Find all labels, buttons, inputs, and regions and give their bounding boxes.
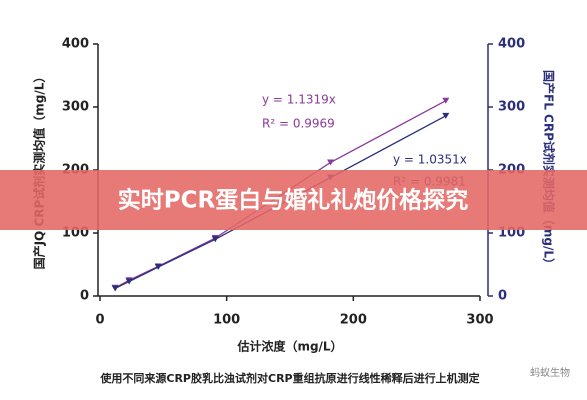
x-axis-label: 估计浓度（mg/L） [236, 339, 342, 354]
x-tick-label: 0 [95, 313, 104, 328]
x-tick-label: 300 [466, 313, 493, 328]
banner-bg [0, 170, 587, 230]
data-point [154, 264, 162, 271]
annotation: y = 1.0351x [393, 153, 467, 167]
y-tick-label: 300 [62, 100, 89, 115]
data-point [327, 159, 335, 166]
annotation: R² = 0.9969 [262, 117, 335, 131]
x-tick-label: 100 [213, 313, 240, 328]
series-line [114, 100, 447, 289]
y-tick-label: 400 [62, 37, 89, 52]
y-tick-label: 0 [80, 289, 89, 304]
watermark: 蚂蚁生物 [530, 366, 570, 379]
y2-tick-label: 300 [498, 100, 525, 115]
data-point [442, 112, 450, 119]
series-line [114, 115, 447, 290]
data-point [111, 285, 119, 292]
banner-title: 实时PCR蛋白与婚礼礼炮价格探究 [118, 187, 468, 214]
data-point [442, 97, 450, 104]
x-tick-label: 200 [340, 313, 367, 328]
y2-tick-label: 0 [498, 289, 507, 304]
data-point [125, 278, 133, 285]
y2-tick-label: 400 [498, 37, 525, 52]
annotation: y = 1.1319x [262, 93, 336, 107]
caption: 使用不同来源CRP胶乳比浊试剂对CRP重组抗原进行线性稀释后进行上机测定 [99, 371, 479, 385]
data-point [211, 236, 219, 243]
